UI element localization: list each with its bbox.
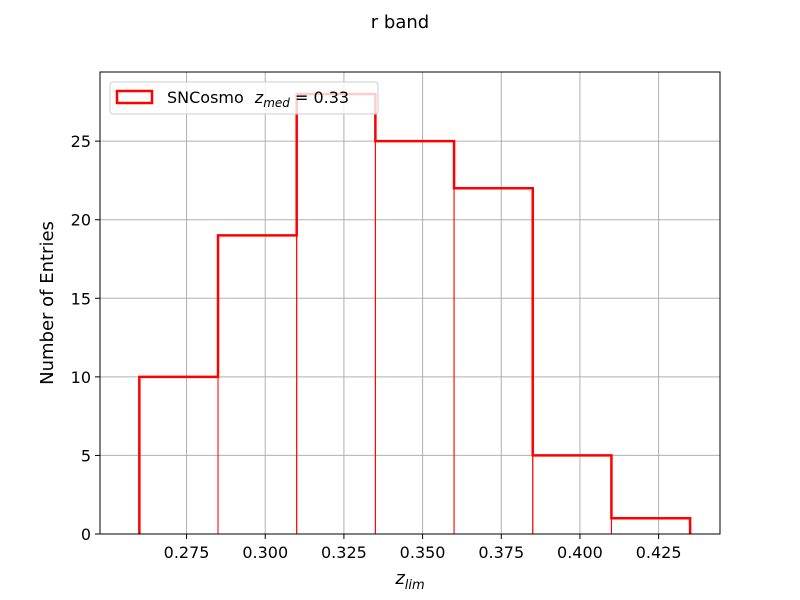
legend-sub: med — [263, 96, 290, 110]
histogram-bar — [296, 93, 376, 535]
x-tick-label: 0.300 — [242, 543, 288, 562]
x-axis-title-sub: lim — [405, 578, 425, 593]
histogram-bar — [532, 454, 612, 535]
legend-swatch — [115, 89, 154, 105]
x-axis-title: zlim — [394, 568, 424, 593]
axis-ticks: 0.275 0.300 0.325 0.350 0.375 0.400 0.425 0 5 10 1… — [71, 132, 682, 562]
x-tick-label: 0.325 — [321, 543, 367, 562]
y-tick-label: 0 — [81, 525, 91, 544]
histogram-bar — [610, 517, 691, 535]
x-tick-label: 0.425 — [636, 543, 682, 562]
y-tick-label: 25 — [71, 132, 91, 151]
chart-title: r band — [371, 12, 429, 33]
legend-box — [109, 81, 379, 115]
x-axis-title-var: z — [394, 568, 405, 589]
legend-var: z — [254, 88, 264, 107]
x-tick-label: 0.350 — [400, 543, 446, 562]
x-tick-label: 0.375 — [478, 543, 524, 562]
histogram-bar — [453, 187, 534, 535]
x-tick-label: 0.275 — [164, 543, 210, 562]
legend-entry-label: SNCosmo zmed = 0.33 — [167, 88, 349, 110]
legend: SNCosmo zmed = 0.33 — [109, 81, 379, 115]
plot-frame — [99, 71, 721, 535]
histogram-step-outline — [138, 92, 692, 534]
legend-series-name: SNCosmo — [167, 88, 244, 107]
histogram-bars — [138, 92, 692, 535]
y-tick-label: 15 — [71, 289, 91, 308]
y-tick-label: 5 — [81, 446, 91, 465]
histogram-bar — [217, 234, 298, 535]
y-axis-title: Number of Entries — [37, 221, 58, 385]
legend-value: = 0.33 — [290, 88, 349, 107]
y-tick-label: 20 — [71, 211, 91, 230]
histogram-bar — [374, 140, 455, 535]
y-tick-label: 10 — [71, 368, 91, 387]
x-tick-label: 0.400 — [557, 543, 603, 562]
